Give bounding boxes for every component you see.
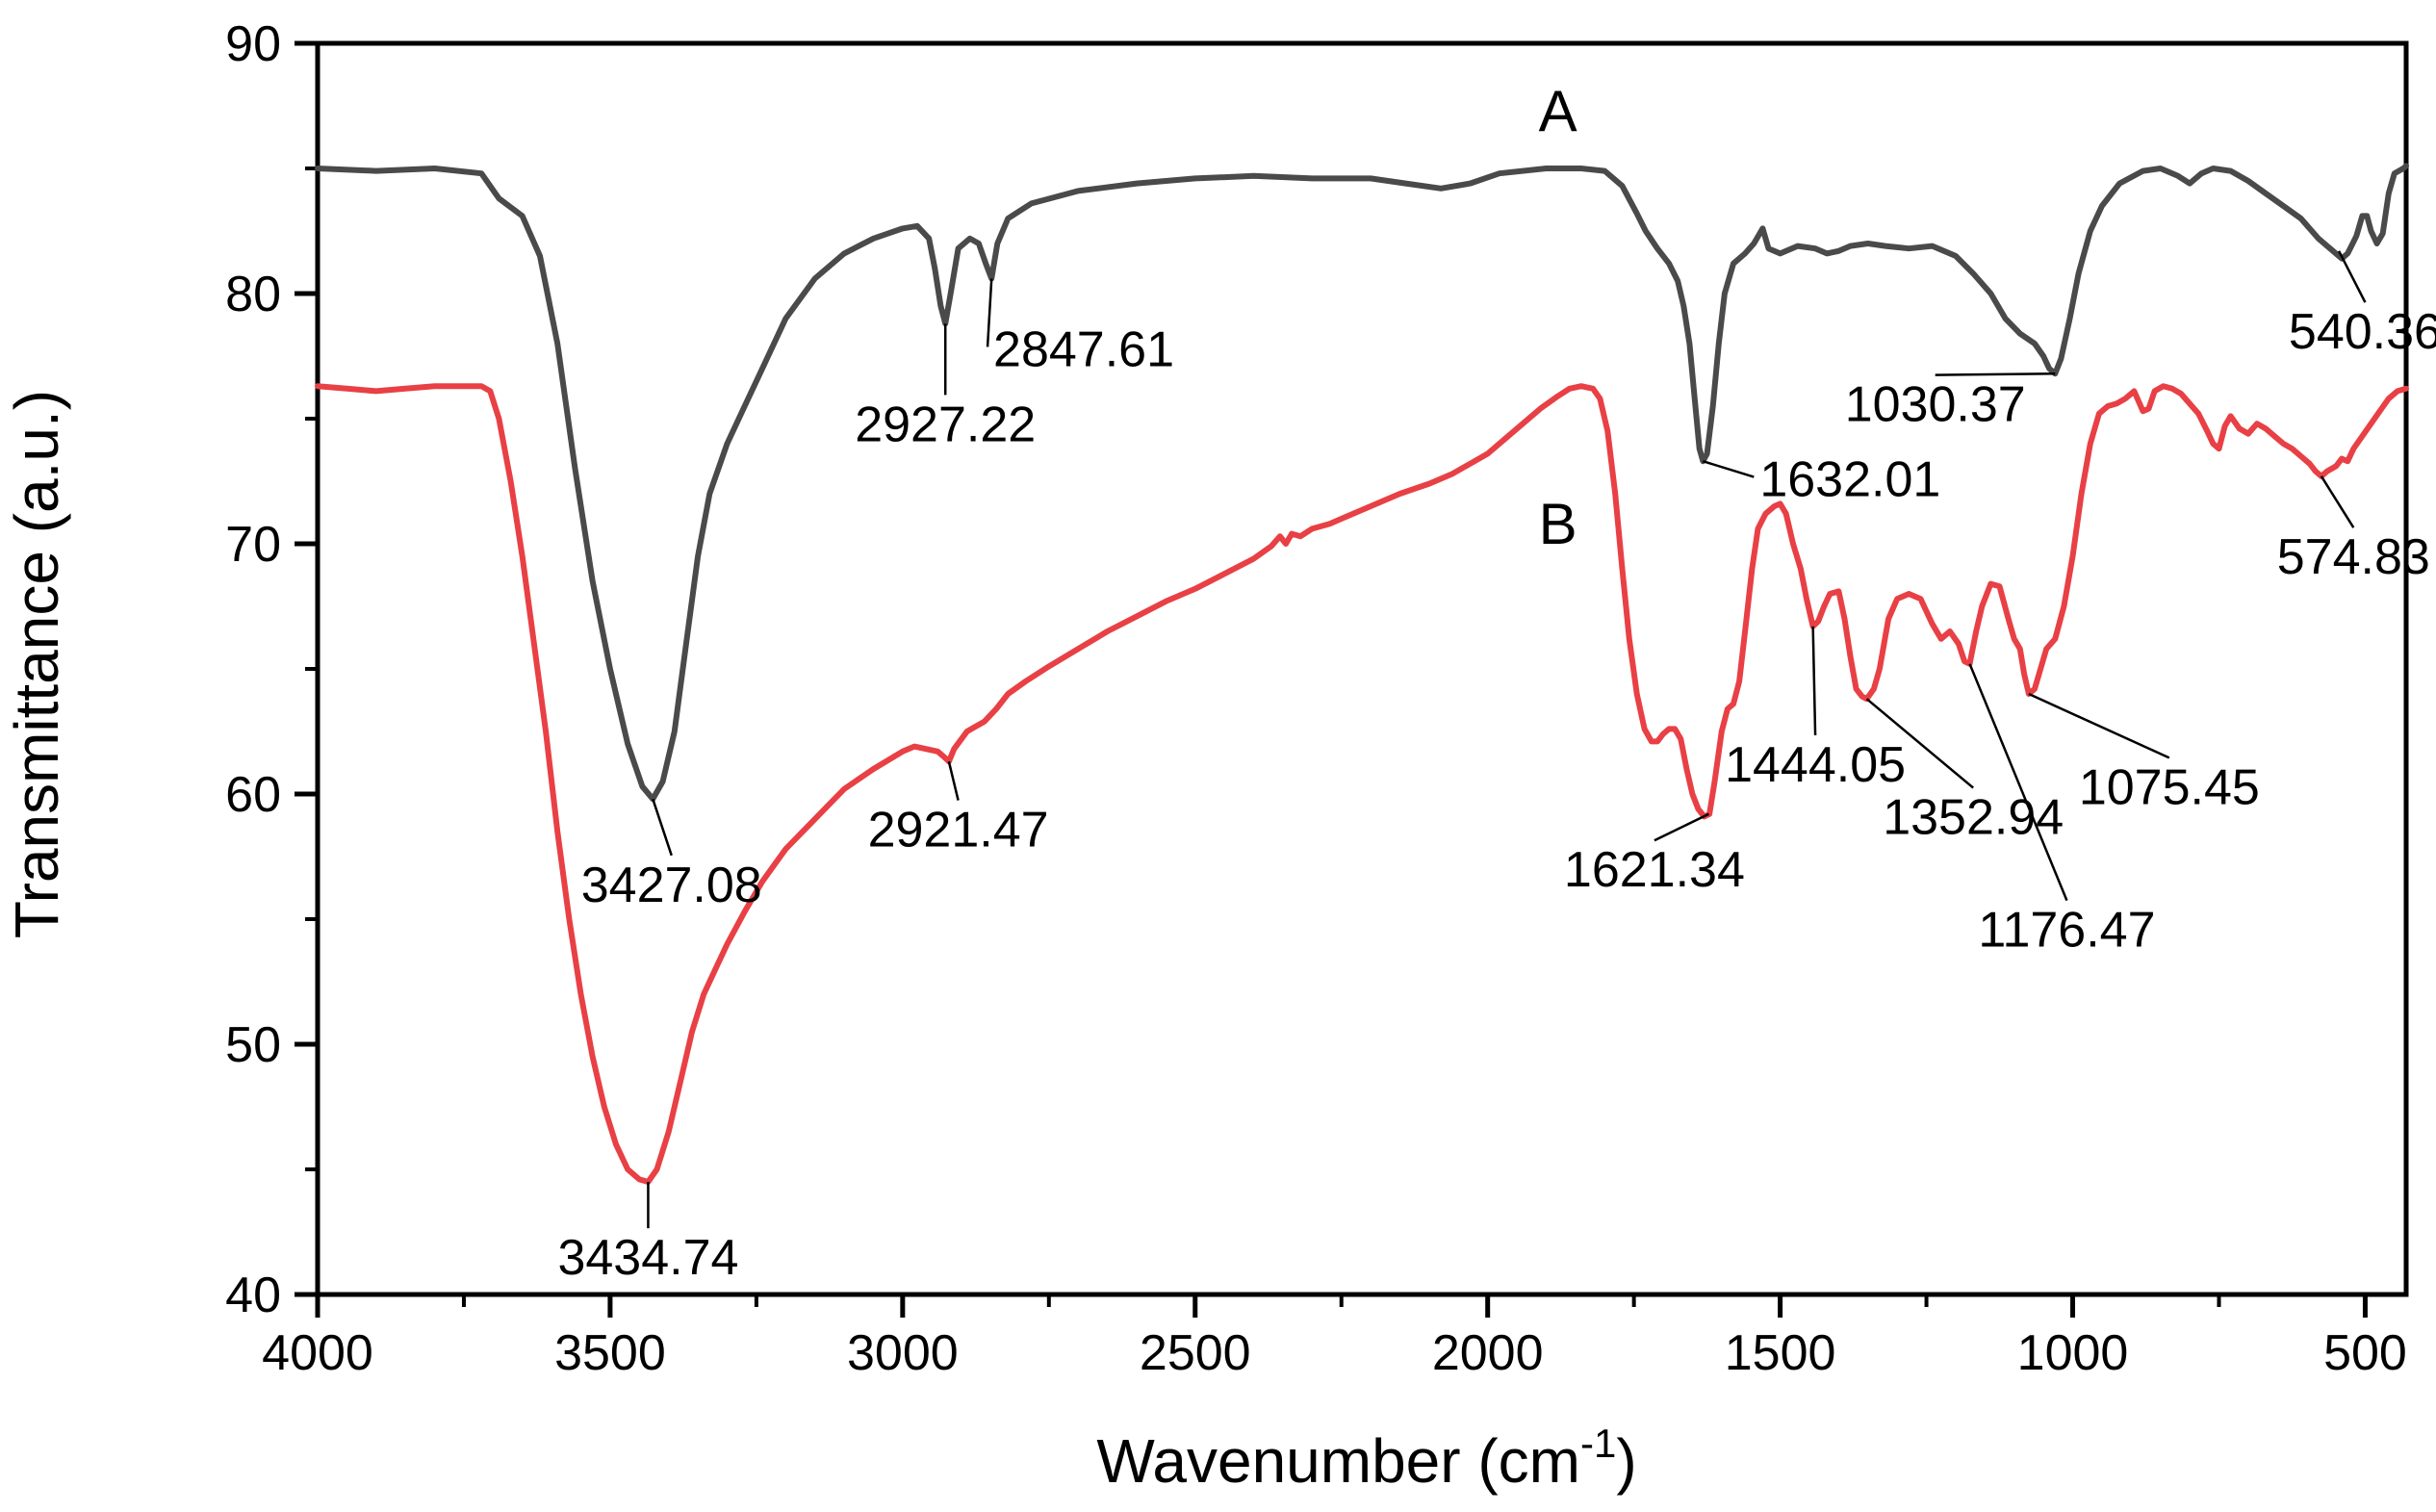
peak-leader-line [2337, 250, 2367, 303]
y-tick-label: 70 [225, 517, 281, 573]
peak-label: 1030.37 [1845, 377, 2026, 433]
peak-annotations: 2847.61 2927.22 3427.08 2921.47 3434.74 1632.… [557, 250, 2436, 1286]
peak-label: 540.36 [2289, 304, 2436, 360]
x-tick-label: 1000 [2017, 1325, 2129, 1381]
peak-leader-line [1703, 460, 1755, 478]
y-tick-label: 90 [225, 16, 281, 72]
peak-label: 2847.61 [993, 321, 1174, 377]
series-labels: AB [1539, 79, 1577, 556]
y-axis-ticks: 40 50 60 70 80 90 [225, 16, 318, 1323]
x-tick-label: 500 [2323, 1325, 2407, 1381]
peak-leader-line [1811, 626, 1817, 736]
peak-leader-line [2320, 475, 2355, 528]
peak-label: 574.83 [2277, 529, 2430, 585]
peak-label: 1176.47 [1978, 903, 2155, 959]
peak-leader-line [1865, 698, 1974, 789]
peak-label: 1621.34 [1564, 842, 1745, 898]
peak-leader-line [1968, 663, 2068, 902]
x-axis-title-main: Wavenumber (cm [1096, 1426, 1580, 1496]
peak-leader-line [986, 278, 993, 347]
series-line-a [315, 163, 2409, 803]
x-axis-title: Wavenumber (cm-1) [1096, 1421, 1636, 1496]
series-line-b [315, 383, 2409, 1185]
peak-label: 2927.22 [855, 397, 1036, 452]
y-tick-label: 60 [225, 767, 281, 823]
peak-label: 1075.45 [2079, 759, 2260, 815]
peak-label: 1444.05 [1725, 737, 1906, 793]
series-lines [315, 163, 2409, 1185]
series-label-a: A [1539, 79, 1577, 143]
y-tick-label: 80 [225, 267, 281, 322]
peak-label: 2921.47 [868, 803, 1049, 859]
peak-leader-line [1654, 812, 1709, 842]
x-tick-label: 3000 [847, 1325, 959, 1381]
y-tick-label: 40 [225, 1268, 281, 1323]
x-axis-title-close: ) [1616, 1426, 1636, 1496]
x-tick-label: 4000 [262, 1325, 373, 1381]
peak-leader-line [947, 760, 960, 801]
x-axis-ticks: 4000 3500 3000 2500 2000 1500 1000 500 [262, 1294, 2407, 1381]
peak-label: 1632.01 [1759, 452, 1940, 508]
peak-leader-line [652, 798, 673, 857]
series-label-b: B [1539, 492, 1577, 556]
x-tick-label: 3500 [554, 1325, 666, 1381]
peak-leader-line [1935, 372, 2056, 376]
x-tick-label: 2500 [1140, 1325, 1251, 1381]
x-axis-title-superscript: -1 [1580, 1421, 1616, 1466]
y-axis-title: Transmittance (a.u.) [2, 390, 71, 938]
peak-label: 1352.94 [1883, 790, 2064, 846]
x-tick-label: 2000 [1432, 1325, 1544, 1381]
peak-label: 3434.74 [557, 1230, 738, 1286]
peak-label: 3427.08 [581, 858, 762, 913]
y-tick-label: 50 [225, 1017, 281, 1073]
x-tick-label: 1500 [1725, 1325, 1836, 1381]
peak-leader-line [2028, 692, 2170, 759]
